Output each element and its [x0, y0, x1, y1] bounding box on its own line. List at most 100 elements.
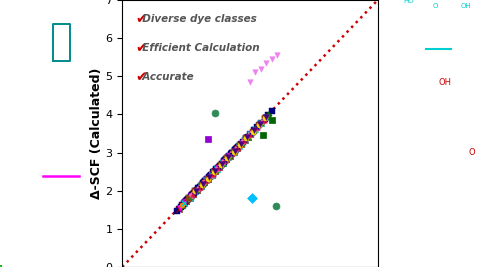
Point: [268, 57, 276, 61]
Point: [209, 171, 217, 176]
Point: [222, 157, 230, 162]
Point: [222, 157, 230, 162]
Point: [246, 80, 254, 84]
Point: [198, 183, 206, 187]
Point: [202, 178, 210, 182]
Point: [194, 186, 202, 191]
Point: [224, 155, 232, 159]
Point: [242, 137, 250, 141]
Point: [203, 177, 211, 181]
Point: [255, 123, 263, 127]
Point: [254, 124, 262, 129]
Point: [233, 146, 241, 150]
Point: [191, 189, 199, 194]
Point: [180, 201, 188, 205]
Point: [196, 185, 203, 189]
Point: [176, 206, 184, 210]
Point: [248, 196, 256, 201]
Point: [218, 162, 226, 166]
Point: [209, 171, 217, 176]
Point: [234, 145, 242, 149]
Point: [204, 176, 212, 181]
Point: [208, 172, 216, 177]
Point: [198, 183, 206, 187]
Point: [190, 190, 198, 195]
Point: [257, 121, 265, 125]
Point: [230, 148, 238, 153]
Point: [235, 144, 243, 148]
Point: [230, 150, 237, 154]
Point: [230, 148, 238, 153]
Point: [204, 137, 212, 141]
Point: [186, 195, 194, 200]
Point: [200, 180, 208, 184]
Point: [206, 174, 214, 178]
Point: [242, 136, 250, 140]
Point: [244, 134, 252, 139]
Point: [235, 144, 243, 148]
Point: [246, 131, 254, 136]
Point: [175, 207, 183, 211]
Text: Diverse dye classes: Diverse dye classes: [135, 14, 257, 24]
Point: [188, 193, 196, 197]
Point: [234, 145, 242, 149]
Point: [225, 154, 233, 159]
Point: [232, 147, 239, 152]
Point: [212, 169, 220, 173]
Point: [224, 155, 232, 159]
Point: [178, 203, 186, 207]
Point: [228, 151, 235, 155]
Point: [192, 189, 200, 193]
Point: [233, 146, 241, 150]
Point: [212, 110, 220, 115]
Point: [200, 181, 207, 185]
Point: [240, 139, 248, 143]
Point: [193, 188, 201, 192]
Point: [181, 200, 189, 204]
Point: [214, 166, 222, 170]
Point: [221, 158, 229, 162]
Point: [228, 151, 235, 155]
Point: [250, 128, 258, 133]
Point: [252, 127, 260, 131]
Point: [195, 186, 203, 190]
Point: [198, 182, 206, 186]
Point: [191, 189, 199, 194]
Point: [244, 134, 252, 139]
Point: [202, 179, 209, 183]
Point: [196, 185, 203, 189]
Point: [215, 165, 223, 169]
Point: [212, 169, 220, 173]
Point: [226, 154, 234, 158]
Point: [210, 170, 218, 174]
Point: [186, 195, 194, 200]
Point: [242, 136, 250, 140]
Point: [206, 174, 214, 178]
Point: [260, 117, 268, 121]
Point: [224, 156, 232, 160]
Point: [224, 155, 232, 159]
Point: [249, 129, 257, 134]
Text: HO: HO: [404, 0, 414, 4]
Point: [254, 124, 262, 129]
Point: [184, 197, 192, 201]
Point: [203, 177, 211, 181]
Point: [237, 142, 245, 146]
Point: [220, 159, 228, 163]
Point: [198, 182, 206, 186]
Point: [252, 126, 260, 130]
Text: OH: OH: [461, 3, 471, 9]
Point: [196, 186, 203, 190]
Point: [228, 151, 235, 155]
Point: [220, 160, 228, 164]
Text: Accurate: Accurate: [135, 72, 194, 83]
Point: [236, 143, 244, 147]
Point: [196, 184, 204, 188]
Point: [173, 209, 181, 213]
Point: [244, 134, 252, 139]
Point: [244, 134, 252, 139]
Point: [256, 122, 264, 126]
Point: [254, 124, 262, 128]
Point: [182, 199, 190, 203]
Point: [188, 193, 196, 197]
